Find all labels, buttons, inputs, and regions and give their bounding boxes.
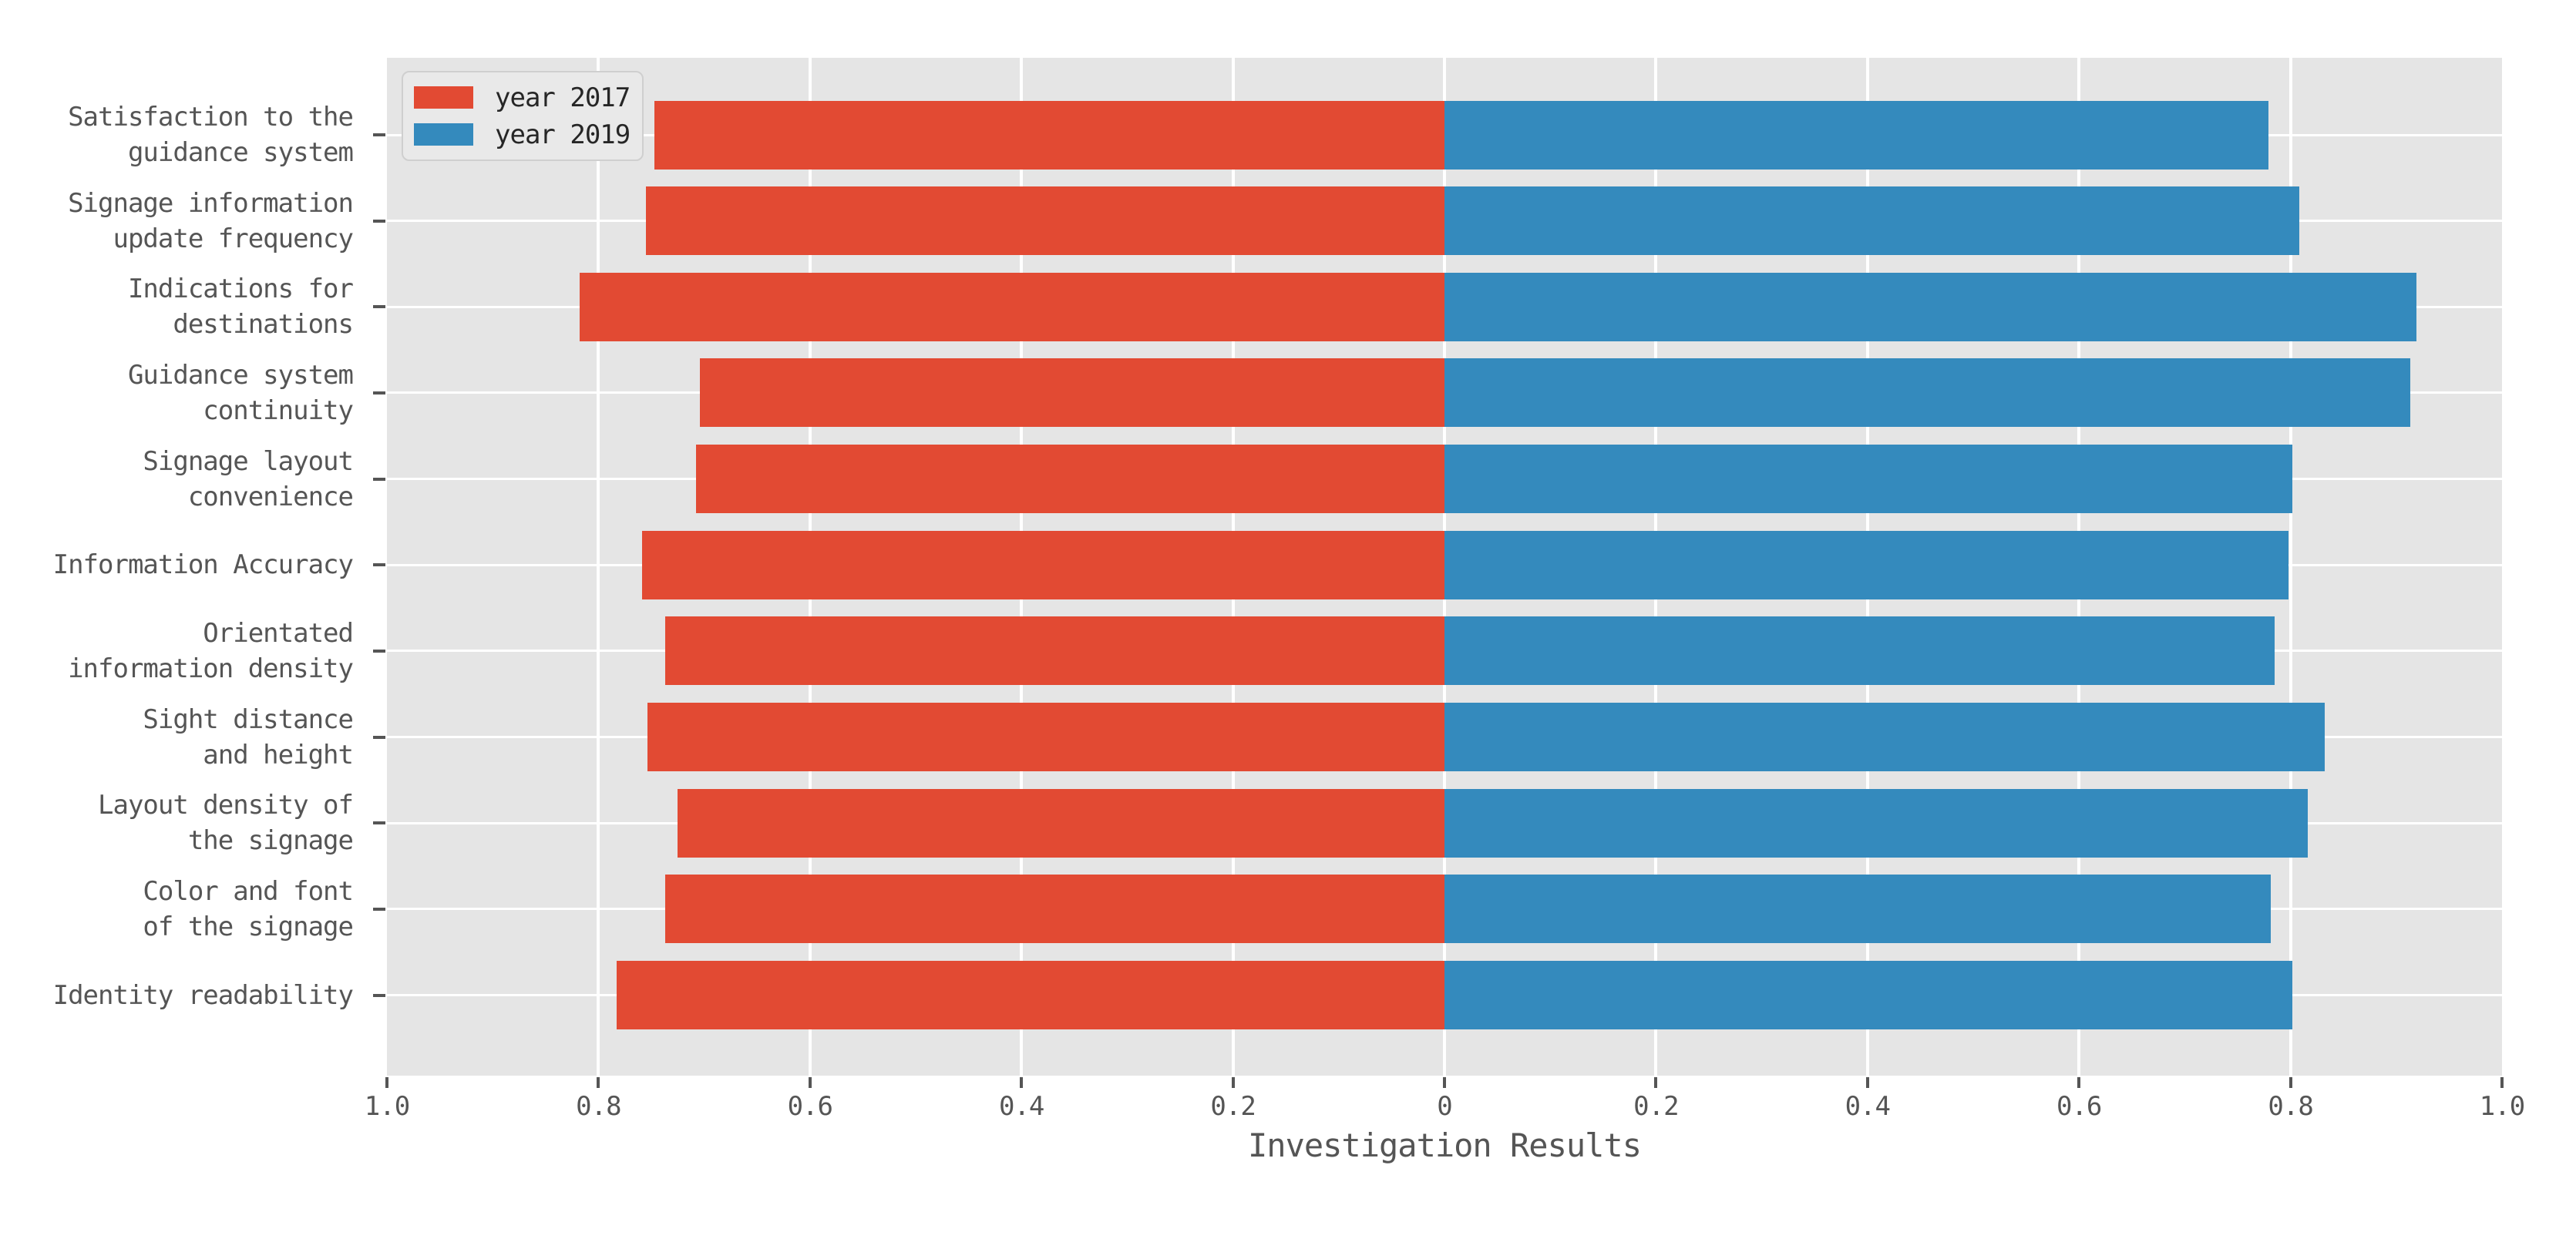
x-tick bbox=[1654, 1077, 1658, 1088]
bar-2017 bbox=[664, 875, 1444, 944]
bar-2017 bbox=[654, 100, 1444, 170]
bar-2017 bbox=[700, 358, 1444, 428]
x-tick-label: 0.4 bbox=[1845, 1091, 1891, 1122]
x-tick-label: 0 bbox=[1437, 1091, 1452, 1122]
y-tick bbox=[373, 563, 385, 567]
y-category-label: Signage information update frequency bbox=[68, 187, 354, 254]
x-tick bbox=[597, 1077, 600, 1088]
vertical-gridline bbox=[597, 58, 600, 1076]
x-tick bbox=[1865, 1077, 1869, 1088]
bar-2017 bbox=[664, 616, 1444, 686]
bar-2017 bbox=[678, 788, 1444, 858]
x-tick-label: 0.2 bbox=[1210, 1091, 1256, 1122]
legend-label-2019: year 2019 bbox=[495, 119, 631, 150]
bar-2019 bbox=[1444, 875, 2271, 944]
y-category-label: Sight distance and height bbox=[143, 703, 354, 771]
y-category-label: Layout density of the signage bbox=[98, 790, 354, 857]
x-tick bbox=[2500, 1077, 2504, 1088]
bar-2017 bbox=[579, 272, 1444, 341]
y-tick bbox=[373, 735, 385, 739]
y-category-label: Satisfaction to the guidance system bbox=[68, 102, 354, 168]
y-category-label: Orientated information density bbox=[68, 617, 354, 684]
vertical-gridline bbox=[2288, 58, 2292, 1076]
plot-area bbox=[387, 58, 2502, 1076]
x-tick bbox=[808, 1077, 812, 1088]
y-tick bbox=[373, 391, 385, 395]
y-tick bbox=[373, 305, 385, 309]
y-category-label: Identity readability bbox=[52, 979, 354, 1011]
legend-swatch-2017 bbox=[414, 86, 473, 109]
bar-2019 bbox=[1444, 530, 2288, 599]
bar-2019 bbox=[1444, 358, 2410, 428]
y-tick bbox=[373, 649, 385, 653]
y-category-label: Color and font of the signage bbox=[143, 875, 354, 942]
x-tick-label: 0.2 bbox=[1633, 1091, 1679, 1122]
x-tick-label: 1.0 bbox=[2479, 1091, 2525, 1122]
y-tick bbox=[373, 477, 385, 481]
x-tick bbox=[385, 1077, 388, 1088]
bar-2019 bbox=[1444, 703, 2325, 772]
bar-2019 bbox=[1444, 961, 2293, 1029]
x-tick-label: 0.8 bbox=[576, 1091, 621, 1122]
bar-2017 bbox=[646, 186, 1444, 256]
legend-label-2017: year 2017 bbox=[495, 82, 631, 113]
x-tick-label: 1.0 bbox=[364, 1091, 410, 1122]
bar-2019 bbox=[1444, 445, 2293, 514]
legend-entry-2019: year 2019 bbox=[414, 119, 642, 150]
y-tick bbox=[373, 821, 385, 825]
y-tick bbox=[373, 907, 385, 911]
x-tick bbox=[1443, 1077, 1446, 1088]
y-category-label: Indications for destinations bbox=[127, 274, 354, 341]
x-tick bbox=[1231, 1077, 1235, 1088]
bar-2019 bbox=[1444, 186, 2299, 256]
y-category-label: Guidance system continuity bbox=[127, 359, 354, 426]
y-tick bbox=[373, 133, 385, 136]
bar-2019 bbox=[1444, 100, 2268, 170]
bar-2017 bbox=[616, 961, 1444, 1029]
x-tick bbox=[2077, 1077, 2081, 1088]
x-axis-title: Investigation Results bbox=[1247, 1126, 1642, 1164]
legend-entry-2017: year 2017 bbox=[414, 82, 642, 113]
bar-2019 bbox=[1444, 272, 2416, 341]
x-tick-label: 0.4 bbox=[998, 1091, 1044, 1122]
legend-swatch-2019 bbox=[414, 123, 473, 146]
x-tick-label: 0.6 bbox=[2056, 1091, 2102, 1122]
bar-2019 bbox=[1444, 788, 2308, 858]
bar-2017 bbox=[647, 703, 1444, 772]
x-tick-label: 0.8 bbox=[2268, 1091, 2313, 1122]
bar-2017 bbox=[641, 530, 1444, 599]
x-tick-label: 0.6 bbox=[787, 1091, 833, 1122]
x-tick bbox=[2288, 1077, 2292, 1088]
bar-2017 bbox=[695, 445, 1444, 514]
bar-2019 bbox=[1444, 616, 2275, 686]
legend: year 2017 year 2019 bbox=[402, 71, 644, 161]
x-tick bbox=[1020, 1077, 1024, 1088]
y-category-label: Signage layout convenience bbox=[143, 445, 354, 512]
y-tick bbox=[373, 219, 385, 223]
y-tick bbox=[373, 993, 385, 997]
y-category-label: Information Accuracy bbox=[52, 549, 354, 581]
